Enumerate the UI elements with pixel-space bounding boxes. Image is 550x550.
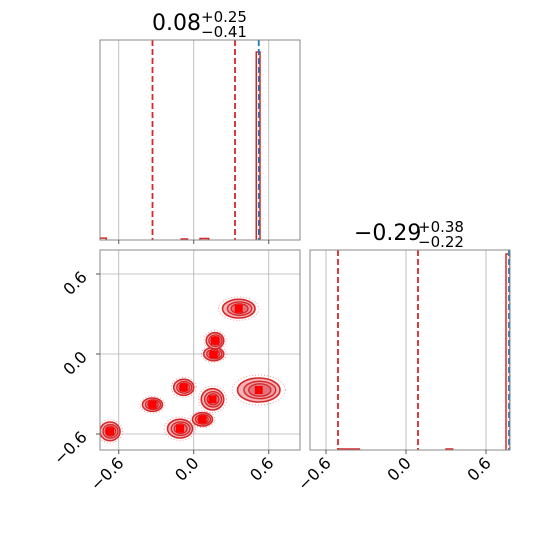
- cluster-marker: [106, 427, 114, 436]
- scatter-y-tick-label: −0.6: [50, 427, 91, 468]
- cluster-marker: [198, 415, 207, 424]
- posterior-cluster: [100, 419, 123, 444]
- param2-title-lower: −0.22: [418, 233, 464, 251]
- cluster-outer-ring: [203, 330, 227, 352]
- cluster-marker: [254, 386, 263, 394]
- posterior-cluster: [163, 416, 197, 441]
- cluster-marker: [234, 304, 243, 313]
- posterior-cluster: [217, 296, 260, 321]
- cluster-outer-ring: [231, 374, 286, 406]
- cluster-outer-ring: [139, 395, 166, 414]
- cluster-marker: [176, 424, 184, 433]
- posterior-cluster: [231, 374, 286, 406]
- param1-title-lower: −0.41: [201, 23, 247, 41]
- param2-hist-bar: [505, 253, 510, 450]
- param2-x-tick-label: 0.0: [383, 453, 414, 484]
- cluster-outer-ring: [197, 385, 228, 414]
- cluster-marker: [211, 336, 219, 345]
- scatter-x-tick-label: 0.6: [246, 453, 277, 484]
- scatter-y-tick-label: 0.0: [59, 347, 90, 378]
- scatter-frame: [99, 249, 301, 451]
- posterior-cluster: [189, 410, 216, 429]
- cluster-outer-ring: [170, 376, 197, 398]
- cluster-marker: [148, 400, 157, 409]
- cluster-marker: [179, 383, 188, 392]
- param1-hist-bar: [100, 237, 107, 240]
- scatter-x-tick-label: 0.0: [171, 453, 202, 484]
- param2-title-upper: +0.38: [418, 218, 464, 236]
- cluster-outer-ring: [189, 410, 216, 429]
- param1-hist-background: [100, 40, 300, 240]
- param2-hist-frame: [309, 249, 511, 451]
- cluster-outer-ring: [163, 416, 197, 441]
- param1-hist-bar: [199, 237, 210, 240]
- cluster-marker: [208, 395, 217, 404]
- scatter-y-tick-label: 0.6: [59, 267, 90, 298]
- param1-histogram-panel: [99, 39, 301, 244]
- cluster-outer-ring: [217, 296, 260, 321]
- cluster-outer-ring: [200, 345, 227, 363]
- param2-hist-background: [310, 250, 510, 450]
- scatter-x-tick-label: −0.6: [87, 453, 128, 494]
- param2-title-value: −0.29: [354, 221, 421, 246]
- param2-x-tick-label: −0.6: [294, 453, 335, 494]
- cluster-marker: [209, 350, 218, 358]
- scatter-clusters: [100, 296, 286, 444]
- joint-scatter-panel: −0.6 0.0 0.6 0.6 0.0 −0.6: [50, 249, 301, 494]
- param1-hist-frame: [99, 39, 301, 241]
- cluster-outer-ring: [100, 419, 123, 444]
- param2-histogram-panel: −0.6 0.0 0.6: [294, 249, 511, 494]
- posterior-cluster: [197, 385, 228, 414]
- posterior-cluster: [139, 395, 166, 414]
- param1-title-value: 0.08: [152, 11, 201, 36]
- posterior-cluster: [203, 330, 227, 352]
- param2-x-tick-label: 0.6: [463, 453, 494, 484]
- posterior-cluster: [170, 376, 197, 398]
- param1-title-upper: +0.25: [201, 8, 247, 26]
